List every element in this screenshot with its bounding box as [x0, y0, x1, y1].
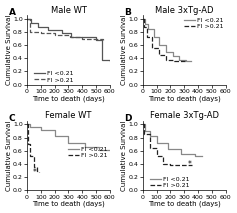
Y-axis label: Cumulative Survival: Cumulative Survival	[121, 121, 127, 191]
Text: C: C	[9, 114, 15, 123]
Title: Female WT: Female WT	[45, 111, 92, 120]
Y-axis label: Cumulative Survival: Cumulative Survival	[5, 121, 12, 191]
Text: D: D	[124, 114, 132, 123]
X-axis label: Time to death (days): Time to death (days)	[32, 95, 105, 102]
X-axis label: Time to death (days): Time to death (days)	[32, 201, 105, 207]
X-axis label: Time to death (days): Time to death (days)	[148, 95, 221, 102]
Legend: FI <0.21, FI >0.21: FI <0.21, FI >0.21	[183, 17, 224, 30]
Title: Male WT: Male WT	[50, 6, 86, 14]
Title: Female 3xTg-AD: Female 3xTg-AD	[150, 111, 219, 120]
Text: *: *	[33, 168, 37, 177]
Legend: FI <0.21, FI >0.21: FI <0.21, FI >0.21	[34, 70, 74, 83]
Legend: FI <0.21, FI >0.21: FI <0.21, FI >0.21	[67, 146, 108, 159]
Text: A: A	[9, 8, 16, 17]
Title: Male 3xTg-AD: Male 3xTg-AD	[155, 6, 214, 14]
Y-axis label: Cumulative Survival: Cumulative Survival	[5, 15, 12, 85]
Legend: FI <0.21, FI >0.21: FI <0.21, FI >0.21	[149, 176, 190, 189]
Y-axis label: Cumulative Survival: Cumulative Survival	[121, 15, 127, 85]
X-axis label: Time to death (days): Time to death (days)	[148, 201, 221, 207]
Text: B: B	[124, 8, 131, 17]
Text: *: *	[188, 160, 192, 169]
